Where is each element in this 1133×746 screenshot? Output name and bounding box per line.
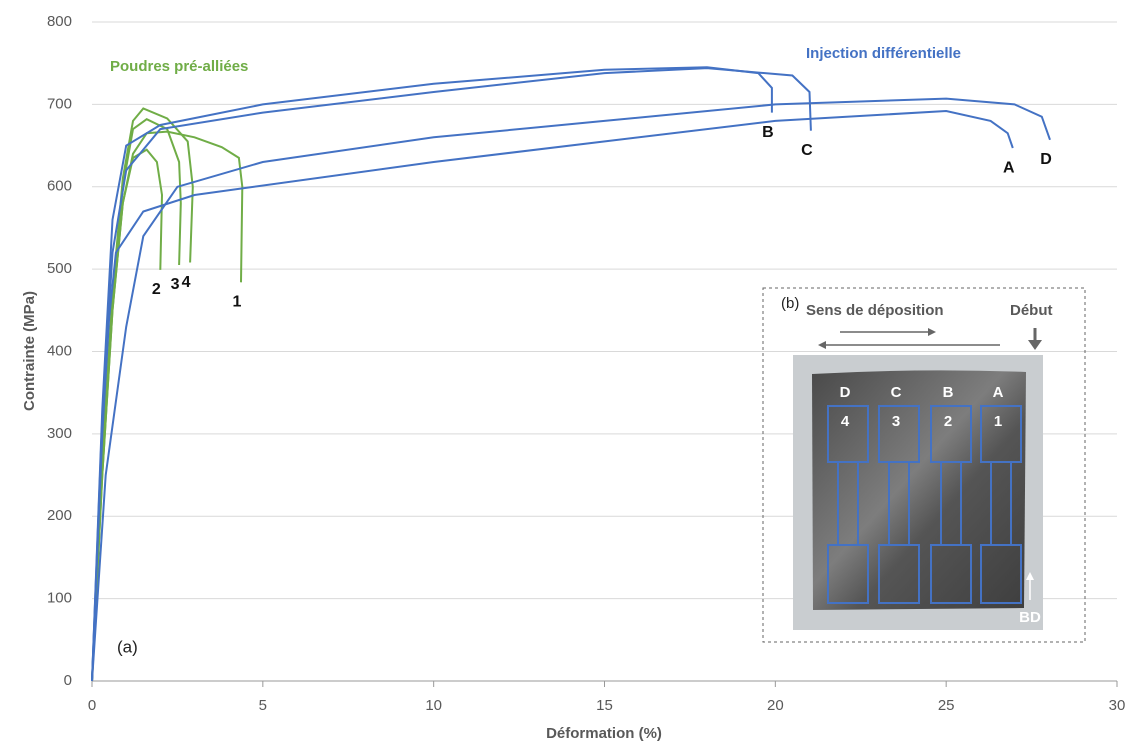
x-tick-label: 5	[259, 697, 267, 714]
y-axis-title: Contrainte (MPa)	[21, 291, 38, 411]
series-label: 1	[233, 294, 242, 311]
series-label: B	[762, 124, 774, 141]
y-tick-label: 200	[47, 507, 72, 524]
series-label: A	[1003, 159, 1015, 176]
specimen-letter: C	[891, 384, 902, 401]
arrowhead	[1026, 572, 1034, 580]
specimen-head	[930, 544, 972, 604]
y-tick-label: 600	[47, 178, 72, 195]
x-tick-label: 20	[767, 697, 784, 714]
series-line	[91, 67, 812, 682]
x-tick-label: 25	[938, 697, 955, 714]
x-tick-label: 15	[596, 697, 613, 714]
series-line	[91, 107, 194, 682]
series-line	[91, 97, 1051, 682]
specimen-number: 1	[994, 413, 1002, 430]
specimen-head	[980, 544, 1022, 604]
x-tick-label: 30	[1109, 697, 1126, 714]
y-tick-label: 800	[47, 13, 72, 30]
series-label: 2	[152, 281, 161, 298]
start-label: Début	[1010, 302, 1053, 319]
x-tick-label: 10	[425, 697, 442, 714]
specimen-head	[827, 544, 869, 604]
group-label: Poudres pré-alliées	[110, 58, 248, 75]
inset-label: (b)	[781, 295, 799, 312]
series-label: C	[801, 142, 813, 159]
direction-label: Sens de déposition	[806, 302, 944, 319]
group-label: Injection différentielle	[806, 45, 961, 62]
specimen-letter: D	[840, 384, 851, 401]
series-label: D	[1040, 151, 1052, 168]
y-tick-label: 500	[47, 260, 72, 277]
y-tick-label: 0	[64, 672, 72, 689]
x-tick-label: 0	[88, 697, 96, 714]
series-label: 4	[182, 274, 191, 291]
y-tick-label: 300	[47, 425, 72, 442]
series-line	[91, 66, 773, 682]
specimen-head	[878, 544, 920, 604]
bd-label: BD	[1019, 609, 1041, 626]
series-label: 3	[171, 276, 180, 293]
x-axis-title: Déformation (%)	[546, 725, 662, 742]
y-tick-label: 700	[47, 95, 72, 112]
inset: (b) Sens de déposition Début BD D 4 C 3 B 2 A 1	[762, 287, 1086, 643]
panel-label: (a)	[117, 637, 138, 656]
y-tick-label: 100	[47, 590, 72, 607]
specimen-number: 2	[944, 413, 952, 430]
y-tick-label: 400	[47, 342, 72, 359]
plate	[812, 370, 1026, 610]
inset-frame	[762, 287, 1086, 643]
specimen-letter: B	[943, 384, 954, 401]
specimen-number: 3	[892, 413, 900, 430]
arrowhead	[818, 328, 936, 349]
specimens: D 4 C 3 B 2 A 1	[827, 384, 1022, 604]
specimen-number: 4	[841, 413, 850, 430]
arrowhead	[1028, 340, 1042, 350]
specimen-letter: A	[993, 384, 1004, 401]
